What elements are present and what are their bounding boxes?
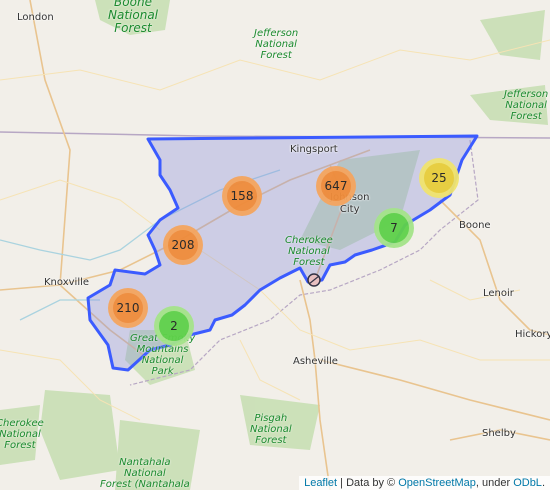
map-attribution: Leaflet | Data by © OpenStreetMap, under… — [299, 476, 550, 490]
marker-cluster[interactable]: 158 — [222, 176, 262, 216]
marker-cluster[interactable]: 208 — [163, 225, 203, 265]
openstreetmap-link[interactable]: OpenStreetMap — [398, 477, 476, 489]
cluster-count: 25 — [424, 163, 454, 193]
marker-cluster[interactable]: 7 — [374, 208, 414, 248]
marker-cluster[interactable]: 210 — [108, 288, 148, 328]
marker-cluster[interactable]: 647 — [316, 166, 356, 206]
service-region-polygon — [86, 134, 479, 372]
cluster-count: 7 — [379, 213, 409, 243]
attribution-data-by: | Data by © — [337, 477, 399, 489]
marker-cluster[interactable]: 25 — [419, 158, 459, 198]
cluster-count: 158 — [227, 181, 257, 211]
marker-cluster[interactable]: 2 — [154, 306, 194, 346]
cluster-count: 2 — [159, 311, 189, 341]
cluster-count: 210 — [113, 293, 143, 323]
cluster-count: 647 — [321, 171, 351, 201]
attribution-under: , under — [475, 477, 514, 489]
leaflet-link[interactable]: Leaflet — [304, 477, 338, 489]
attribution-end: . — [541, 477, 545, 489]
cluster-count: 208 — [168, 230, 198, 260]
odbl-link[interactable]: ODbL — [513, 477, 542, 489]
